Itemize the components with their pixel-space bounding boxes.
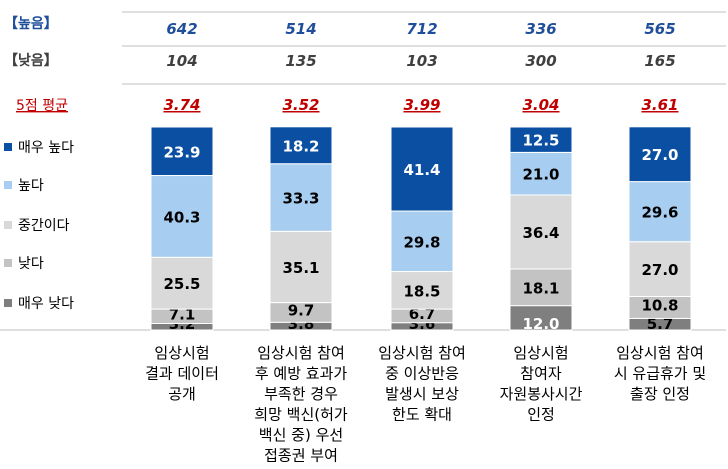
legend-swatch xyxy=(4,299,12,307)
legend-swatch xyxy=(4,259,12,267)
data-label: 29.6 xyxy=(641,204,678,222)
data-label: 12.5 xyxy=(522,132,559,150)
bar-segment-high xyxy=(390,210,454,273)
data-label: 10.8 xyxy=(641,296,678,314)
bar-segment-medium xyxy=(628,241,692,298)
category-label-line: 참여자 xyxy=(520,365,562,383)
data-label: 18.1 xyxy=(522,279,559,297)
data-label: 33.3 xyxy=(282,190,319,208)
average-score-value: 3.99 xyxy=(403,96,440,114)
category-label-line: 임상시험 참여 xyxy=(616,344,704,362)
low-count-value: 300 xyxy=(525,52,556,70)
bar-segment-very-low xyxy=(509,305,573,331)
low-count-value: 135 xyxy=(285,52,316,70)
category-label-line: 백신 중) 우선 xyxy=(259,426,343,444)
high-count-value: 336 xyxy=(525,20,556,38)
category-label-line: 접종권 부여 xyxy=(264,447,338,465)
low-row-label: 【낮음】 xyxy=(4,53,58,69)
summary-rows: 【높음】 【낮음】 5점 평균 642 104 3.74 514 135 3.52 712 1… xyxy=(4,16,679,114)
legend-label: 중간이다 xyxy=(18,218,70,234)
data-label: 18.2 xyxy=(282,137,319,155)
category-label-line: 중 이상반응 xyxy=(385,365,459,383)
category-label-line: 한도 확대 xyxy=(392,406,452,424)
low-count-value: 165 xyxy=(644,52,675,70)
high-count-value: 712 xyxy=(406,20,437,38)
data-label: 5.7 xyxy=(647,315,674,333)
data-label: 23.9 xyxy=(163,143,200,161)
bars: 3.27.125.540.323.93.89.735.133.318.23.66… xyxy=(150,126,692,333)
high-row-label: 【높음】 xyxy=(4,16,58,32)
average-score-value: 3.74 xyxy=(163,96,200,114)
data-label: 18.5 xyxy=(403,282,440,300)
legend-label: 매우 낮다 xyxy=(18,296,74,312)
bar-segment-very-high xyxy=(150,126,214,177)
data-label: 35.1 xyxy=(282,259,319,277)
bar-segment-very-high xyxy=(628,126,692,183)
data-label: 21.0 xyxy=(522,166,559,184)
legend-swatch xyxy=(4,221,12,229)
bar-segment-high xyxy=(628,181,692,243)
category-label-line: 출장 인정 xyxy=(630,385,690,403)
average-row-label: 5점 평균 xyxy=(16,98,68,114)
data-label: 7.1 xyxy=(169,305,196,323)
category-label-line: 부족한 경우 xyxy=(264,385,338,403)
bar-segment-low xyxy=(509,268,573,307)
data-label: 36.4 xyxy=(522,224,559,242)
high-count-value: 642 xyxy=(166,20,197,38)
low-count-value: 104 xyxy=(166,52,197,70)
category-label-line: 후 예방 효과가 xyxy=(255,365,348,383)
high-count-value: 514 xyxy=(285,20,316,38)
data-label: 27.0 xyxy=(641,261,678,279)
bar-segment-medium xyxy=(509,194,573,270)
bar-segment-medium xyxy=(150,256,214,310)
category-label-line: 결과 데이터 xyxy=(145,365,219,383)
data-label: 9.7 xyxy=(288,301,315,319)
category-label-line: 희망 백신(허가 xyxy=(254,406,348,424)
average-score-value: 3.61 xyxy=(641,96,678,114)
legend-label: 높다 xyxy=(18,178,44,194)
category-label-line: 임상시험 참여 xyxy=(378,344,466,362)
category-label-line: 인정 xyxy=(527,406,555,424)
data-label: 12.0 xyxy=(522,315,559,333)
low-count-value: 103 xyxy=(406,52,437,70)
legend-swatch xyxy=(4,181,12,189)
bar-segment-very-high xyxy=(269,126,333,165)
legend-label: 낮다 xyxy=(18,256,44,272)
category-label-line: 공개 xyxy=(168,385,196,403)
data-label: 27.0 xyxy=(641,146,678,164)
bar-segment-high xyxy=(269,163,333,232)
bar-segment-medium xyxy=(269,230,333,304)
data-label: 25.5 xyxy=(163,275,200,293)
bar-segment-very-high xyxy=(390,126,454,212)
bar-segment-very-high xyxy=(509,126,573,153)
legend-label: 매우 높다 xyxy=(18,140,74,156)
category-label-line: 임상시험 참여 xyxy=(257,344,345,362)
category-label-line: 자원봉사시간 xyxy=(500,385,583,403)
average-score-value: 3.04 xyxy=(522,96,559,114)
data-label: 41.4 xyxy=(403,161,440,179)
category-label-line: 임상시험 xyxy=(154,344,209,362)
bar-segment-high xyxy=(509,151,573,196)
high-count-value: 565 xyxy=(644,20,675,38)
average-score-value: 3.52 xyxy=(282,96,319,114)
gridlines xyxy=(0,11,726,331)
category-label-line: 임상시험 xyxy=(513,344,568,362)
legend-swatch xyxy=(4,143,12,151)
category-label-line: 발생시 보상 xyxy=(385,385,459,403)
data-label: 29.8 xyxy=(403,233,440,251)
category-label-line: 시 유급휴가 및 xyxy=(614,365,706,383)
data-label: 40.3 xyxy=(163,208,200,226)
